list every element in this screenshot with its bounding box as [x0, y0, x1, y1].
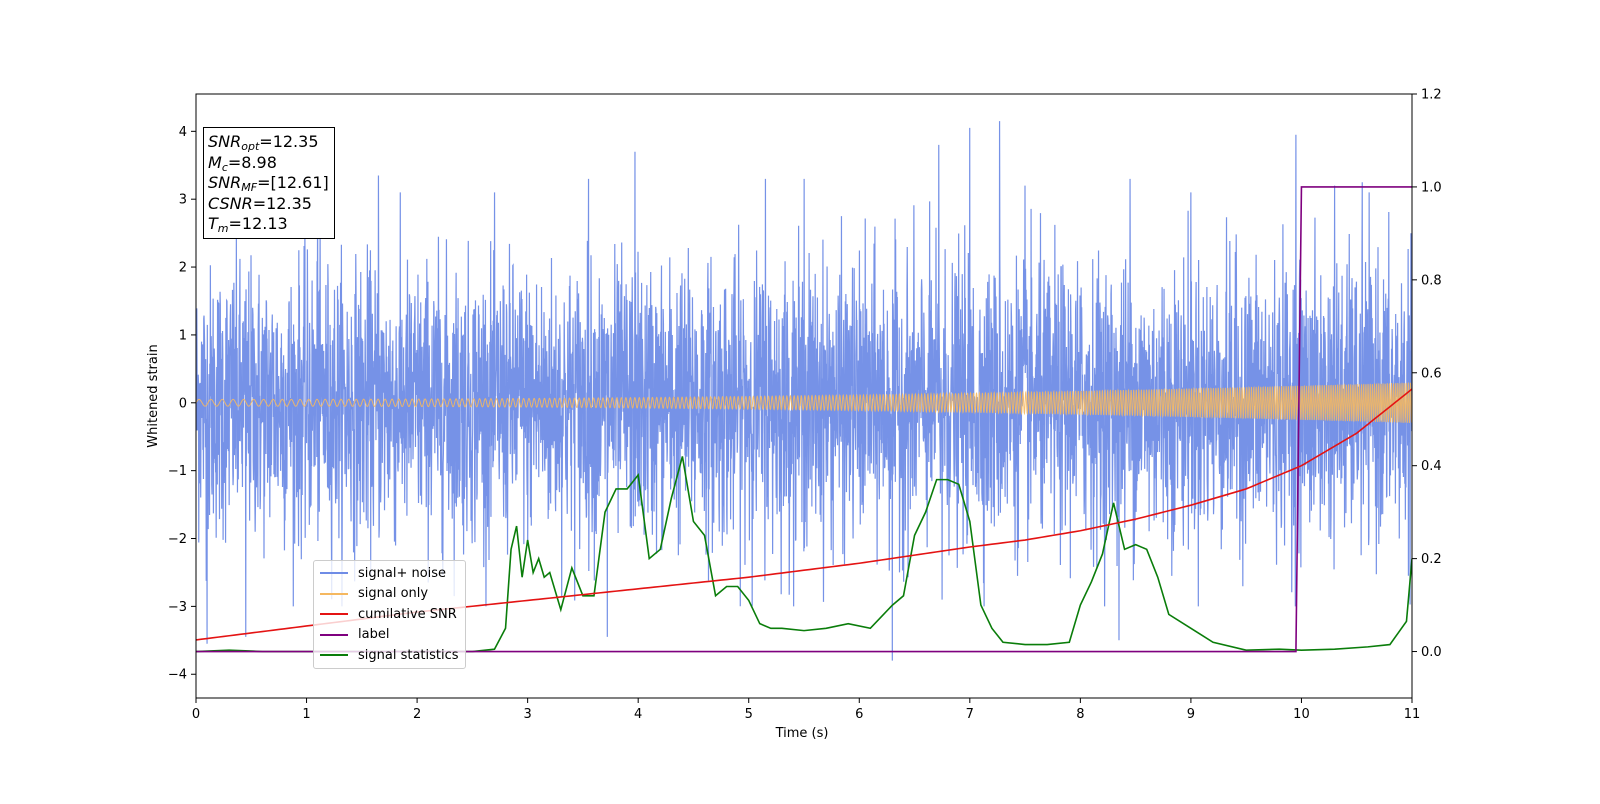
- legend-item-signal-only: signal only: [320, 584, 459, 605]
- x-tick-label: 0: [192, 707, 200, 722]
- y2-tick-label: 0.4: [1421, 459, 1442, 474]
- y2-tick-label: 0.0: [1421, 645, 1442, 660]
- y-tick-label: 1: [179, 328, 187, 343]
- y-tick-label: 3: [179, 193, 187, 208]
- y-axis-right: 0.0 0.2 0.4 0.6 0.8 1.0 1.2: [1412, 88, 1442, 660]
- tm-row: Tm=12.13: [208, 214, 288, 235]
- x-tick-label: 2: [413, 707, 421, 722]
- csnr-row: CSNR=12.35: [208, 193, 312, 213]
- legend-swatch: [320, 654, 348, 657]
- legend-item-label: label: [320, 625, 459, 646]
- y-axis-label: Whitened strain: [146, 344, 161, 447]
- snr-mf-row: SNRMF=[12.61]: [208, 173, 329, 194]
- signal-noise-line: [196, 121, 1412, 661]
- legend: signal+ noise signal only cumilative SNR…: [313, 560, 466, 669]
- x-tick-label: 4: [634, 707, 642, 722]
- x-tick-label: 6: [855, 707, 863, 722]
- y-tick-label: −4: [168, 668, 187, 683]
- y-axis-left: −4 −3 −2 −1 0 1 2 3 4: [168, 125, 196, 683]
- y2-tick-label: 1.0: [1421, 180, 1442, 195]
- y2-tick-label: 0.8: [1421, 273, 1442, 288]
- y2-tick-label: 1.2: [1421, 88, 1442, 103]
- snr-opt-row: SNRopt=12.35: [208, 132, 319, 153]
- legend-item-cumulative-snr: cumilative SNR: [320, 604, 459, 625]
- y-tick-label: 4: [179, 125, 187, 140]
- y-tick-label: −3: [168, 600, 187, 615]
- label-line: [196, 186, 1412, 653]
- signal-only-series: [196, 382, 1412, 424]
- x-tick-label: 3: [523, 707, 531, 722]
- info-box: SNRopt=12.35 Mc=8.98 SNRMF=[12.61] CSNR=…: [203, 127, 335, 239]
- y2-tick-label: 0.6: [1421, 366, 1442, 381]
- x-axis: 0 1 2 3 4 5 6 7 8 9 10 11: [192, 698, 1420, 722]
- legend-swatch: [320, 572, 348, 575]
- x-tick-label: 8: [1076, 707, 1084, 722]
- signal-noise-series: [196, 121, 1412, 661]
- legend-item-signal-statistics: signal statistics: [320, 645, 459, 666]
- x-tick-label: 9: [1187, 707, 1195, 722]
- x-tick-label: 11: [1404, 707, 1421, 722]
- x-tick-label: 10: [1293, 707, 1310, 722]
- x-tick-label: 7: [966, 707, 974, 722]
- plot-frame: [195, 93, 1413, 699]
- y2-tick-label: 0.2: [1421, 552, 1442, 567]
- y-tick-label: 0: [179, 396, 187, 411]
- signal-only-line: [196, 382, 1412, 424]
- y-tick-label: 2: [179, 261, 187, 276]
- x-axis-label: Time (s): [775, 726, 829, 741]
- x-tick-label: 1: [302, 707, 310, 722]
- x-tick-label: 5: [745, 707, 753, 722]
- legend-swatch: [320, 592, 348, 595]
- legend-item-signal-noise: signal+ noise: [320, 563, 459, 584]
- signal-statistics-line: [196, 456, 1412, 653]
- legend-swatch: [320, 633, 348, 636]
- y-tick-label: −1: [168, 464, 187, 479]
- mc-row: Mc=8.98: [208, 152, 277, 174]
- legend-swatch: [320, 613, 348, 616]
- y-tick-label: −2: [168, 532, 187, 547]
